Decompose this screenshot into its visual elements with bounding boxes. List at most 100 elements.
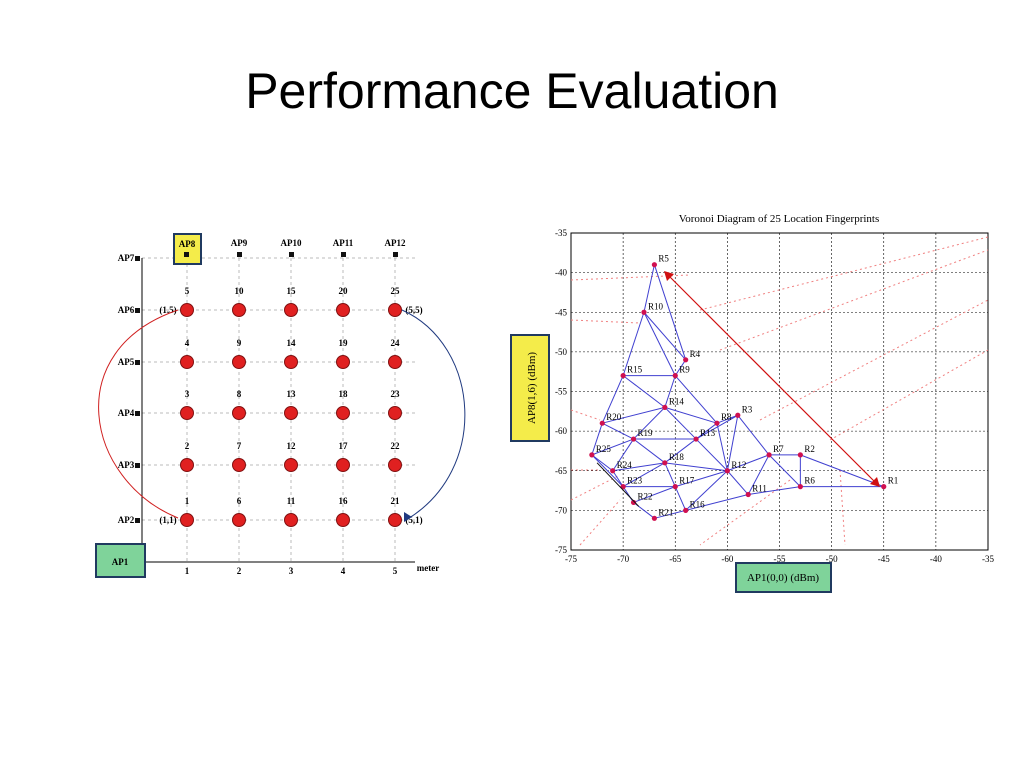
delaunay-edge: [612, 470, 624, 487]
y-tick-label: -35: [555, 228, 567, 238]
point-number: 3: [185, 389, 190, 399]
delaunay-edge: [622, 462, 666, 488]
voronoi-edges: [570, 236, 989, 546]
location-point: [180, 355, 194, 369]
location-point: [388, 458, 402, 472]
location-point: [284, 355, 298, 369]
location-point: [284, 406, 298, 420]
x-tick-label: -70: [617, 554, 629, 564]
location-point: [180, 406, 194, 420]
location-point: [232, 303, 246, 317]
delaunay-edge: [726, 415, 739, 471]
fingerprint-label: R19: [638, 428, 654, 438]
fingerprint-label: R13: [700, 428, 716, 438]
chart-title: Voronoi Diagram of 25 Location Fingerpri…: [679, 213, 880, 225]
location-point: [232, 355, 246, 369]
x-tick-label: -60: [721, 554, 733, 564]
fingerprint-label: R12: [731, 460, 746, 470]
x-tick-label: -55: [774, 554, 786, 564]
y-tick-label: -65: [555, 466, 567, 476]
delaunay-edge: [654, 509, 686, 519]
y-tick-label: -70: [555, 505, 567, 515]
point-number: 11: [287, 496, 296, 506]
delaunay-edge: [612, 438, 634, 472]
delaunay-edge: [664, 406, 718, 424]
fingerprint-label: R3: [742, 404, 753, 414]
x-tick-label: -40: [930, 554, 942, 564]
fingerprint-point: [672, 484, 678, 490]
fingerprint-point: [630, 436, 637, 442]
fingerprint-label: R21: [658, 507, 673, 517]
fingerprint-point: [683, 357, 689, 363]
fingerprint-label: R2: [804, 444, 815, 454]
fingerprint-label: R1: [888, 476, 899, 486]
ap-marker: [135, 308, 140, 313]
location-point: [232, 406, 246, 420]
x-tick-label: -35: [982, 554, 994, 564]
point-number: 24: [391, 338, 401, 348]
delaunay-edge: [664, 406, 697, 440]
point-number: 17: [339, 441, 349, 451]
ap-marker: [393, 252, 398, 257]
delaunay-edge: [591, 454, 614, 472]
delaunay-edge: [612, 462, 665, 472]
plot-gridlines: [571, 233, 988, 550]
fingerprint-label: R24: [617, 460, 633, 470]
distance-arrow-head-bottom: [870, 477, 880, 487]
x-tick-label: 4: [341, 566, 346, 576]
delaunay-edge: [622, 486, 634, 503]
location-point: [284, 458, 298, 472]
delaunay-edge: [685, 494, 749, 511]
fingerprint-point: [589, 452, 595, 458]
delaunay-edge: [695, 422, 718, 440]
fingerprint-label: R23: [627, 476, 643, 486]
ap1-highlight-box: [95, 543, 146, 578]
ap-marker: [237, 252, 242, 257]
ap8-label: AP8: [179, 239, 196, 249]
fingerprint-label: R7: [773, 444, 784, 454]
ap-row-label: AP6: [118, 305, 135, 315]
y-tick-label: -75: [555, 545, 567, 555]
point-number: 8: [237, 389, 242, 399]
delaunay-edges: [591, 264, 884, 519]
point-number: 15: [287, 286, 297, 296]
delaunay-edge: [748, 486, 801, 496]
y-axis-label: AP8(1,6) (dBm): [526, 352, 538, 424]
ap-marker: [135, 463, 140, 468]
delaunay-edge: [675, 470, 728, 488]
delaunay-edge: [622, 375, 666, 408]
delaunay-edge: [695, 438, 728, 472]
fingerprint-point: [599, 420, 605, 426]
fingerprint-label: R16: [690, 499, 706, 509]
location-point: [180, 458, 194, 472]
y-tick-label: -50: [555, 347, 567, 357]
fingerprint-label: R4: [690, 349, 701, 359]
x-tick-label: -50: [826, 554, 838, 564]
delaunay-edge: [716, 423, 728, 471]
location-point: [336, 513, 350, 527]
y-tick-label: -40: [555, 268, 567, 278]
point-number: 7: [237, 441, 242, 451]
x-tick-label: 5: [393, 566, 398, 576]
delaunay-edge: [591, 454, 624, 487]
fingerprint-point: [662, 404, 668, 410]
ap1-label: AP1: [112, 557, 129, 567]
fingerprint-point: [662, 460, 668, 466]
delaunay-edge: [737, 414, 770, 456]
distance-arrow: [665, 272, 879, 486]
location-point: [284, 303, 298, 317]
location-point: [232, 513, 246, 527]
fingerprint-point: [630, 499, 637, 506]
delaunay-edge: [695, 414, 739, 440]
delaunay-edge: [633, 486, 676, 503]
location-point: [336, 406, 350, 420]
ap8-highlight-box: [173, 233, 202, 265]
fingerprint-point: [651, 262, 658, 268]
ap-marker: [135, 360, 140, 365]
delaunay-edge: [674, 359, 687, 376]
distance-arrow-head-top: [664, 271, 674, 281]
point-number: 23: [391, 389, 401, 399]
